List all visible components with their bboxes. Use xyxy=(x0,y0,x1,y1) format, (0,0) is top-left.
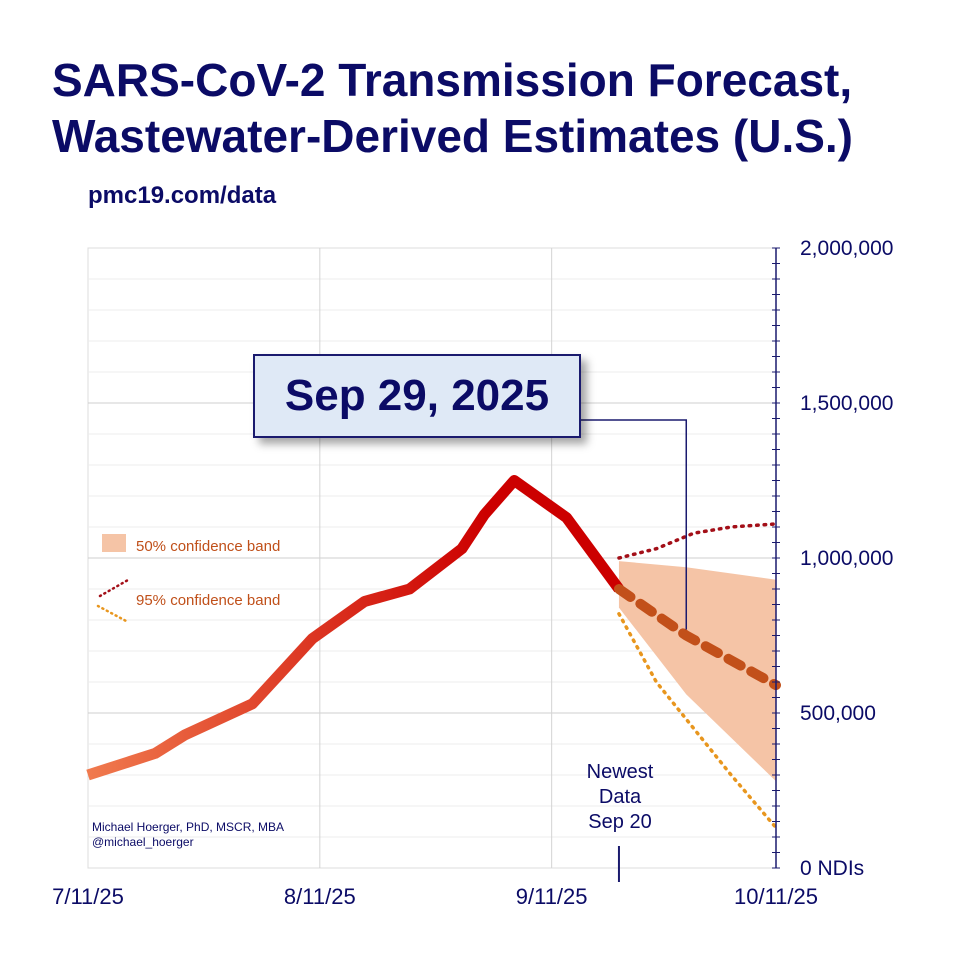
y-tick-label: 2,000,000 xyxy=(800,237,893,260)
newest-line-3: Sep 20 xyxy=(588,811,652,833)
legend-band50-swatch xyxy=(102,534,126,552)
x-tick-label: 10/11/25 xyxy=(734,884,818,909)
annotations xyxy=(578,419,688,882)
y-tick-label: 1,000,000 xyxy=(800,547,893,570)
newest-line-2: Data xyxy=(598,786,642,808)
ci95-lower-line xyxy=(617,612,778,830)
ci95-upper-line xyxy=(617,522,778,560)
y-tick-label: 500,000 xyxy=(800,702,876,725)
series-lines xyxy=(86,475,781,830)
x-tick-label: 9/11/25 xyxy=(516,884,588,909)
y-tick-label: 0 NDIs xyxy=(800,857,864,880)
callout-leader-line xyxy=(578,419,688,630)
chart-title: SARS-CoV-2 Transmission Forecast, Wastew… xyxy=(52,52,932,164)
grid-lines xyxy=(87,247,777,869)
legend-band50-label: 50% confidence band xyxy=(136,538,280,555)
observed-series-line xyxy=(86,475,624,781)
author-handle: @michael_hoerger xyxy=(92,835,194,849)
title-line-1: SARS-CoV-2 Transmission Forecast, xyxy=(52,54,853,106)
legend-ci95-upper-swatch xyxy=(98,578,130,598)
newest-line-1: Newest xyxy=(586,761,654,783)
y-tick-label: 1,500,000 xyxy=(800,392,893,415)
title-line-2: Wastewater-Derived Estimates (U.S.) xyxy=(52,110,854,162)
author-name: Michael Hoerger, PhD, MSCR, MBA xyxy=(92,820,285,834)
legend-ci95-label: 95% confidence band xyxy=(136,592,280,609)
axes: 2,000,000 1,500,000 1,000,000 500,000 0 NDIs… xyxy=(52,237,893,909)
source-url: pmc19.com/data xyxy=(88,182,277,209)
newest-data-label: Newest Data Sep 20 xyxy=(560,760,680,835)
legend: 50% confidence band 95% confidence band xyxy=(96,534,280,624)
x-tick-label: 7/11/25 xyxy=(52,884,124,909)
forecast-series-line xyxy=(613,584,781,691)
x-tick-label: 8/11/25 xyxy=(284,884,356,909)
date-callout-box: Sep 29, 2025 xyxy=(253,354,581,438)
legend-ci95-lower-swatch xyxy=(96,604,130,624)
author-credit: Michael Hoerger, PhD, MSCR, MBA @michael… xyxy=(92,820,284,850)
